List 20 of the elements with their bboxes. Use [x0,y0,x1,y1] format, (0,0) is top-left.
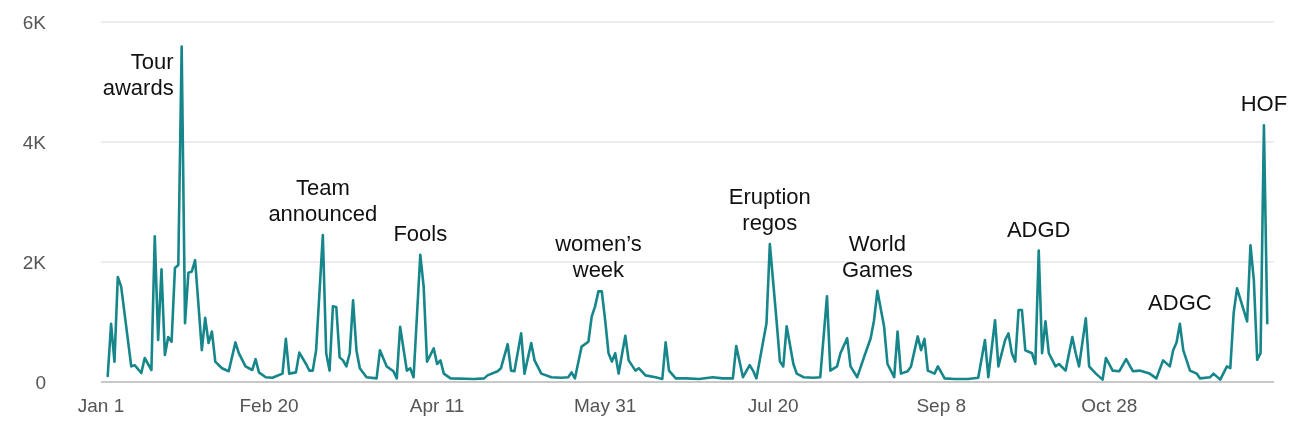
annotation: World Games [841,230,913,282]
annotation: Fools [393,220,448,246]
x-tick-label: Sep 8 [916,395,967,416]
x-tick-label: Jan 1 [77,395,125,416]
y-tick-label: 4K [22,131,47,153]
y-tick-label: 6K [22,11,47,33]
annotation: ADGC [1148,289,1212,315]
y-tick-label: 2K [22,251,47,273]
annotation: Tour awards [102,48,174,100]
x-tick-label: Feb 20 [239,395,299,416]
annotation: Eruption regos [728,184,811,235]
annotation: HOF [1240,91,1288,117]
annotation: ADGD [1006,216,1071,242]
y-tick-label: 0 [35,371,46,393]
x-tick-label: Oct 28 [1081,395,1138,416]
annotation: women’s week [554,231,642,283]
annotation: Team announced [268,175,378,226]
x-tick-label: Apr 11 [409,395,465,416]
x-tick-label: Jul 20 [747,395,799,416]
x-tick-label: May 31 [574,395,637,416]
